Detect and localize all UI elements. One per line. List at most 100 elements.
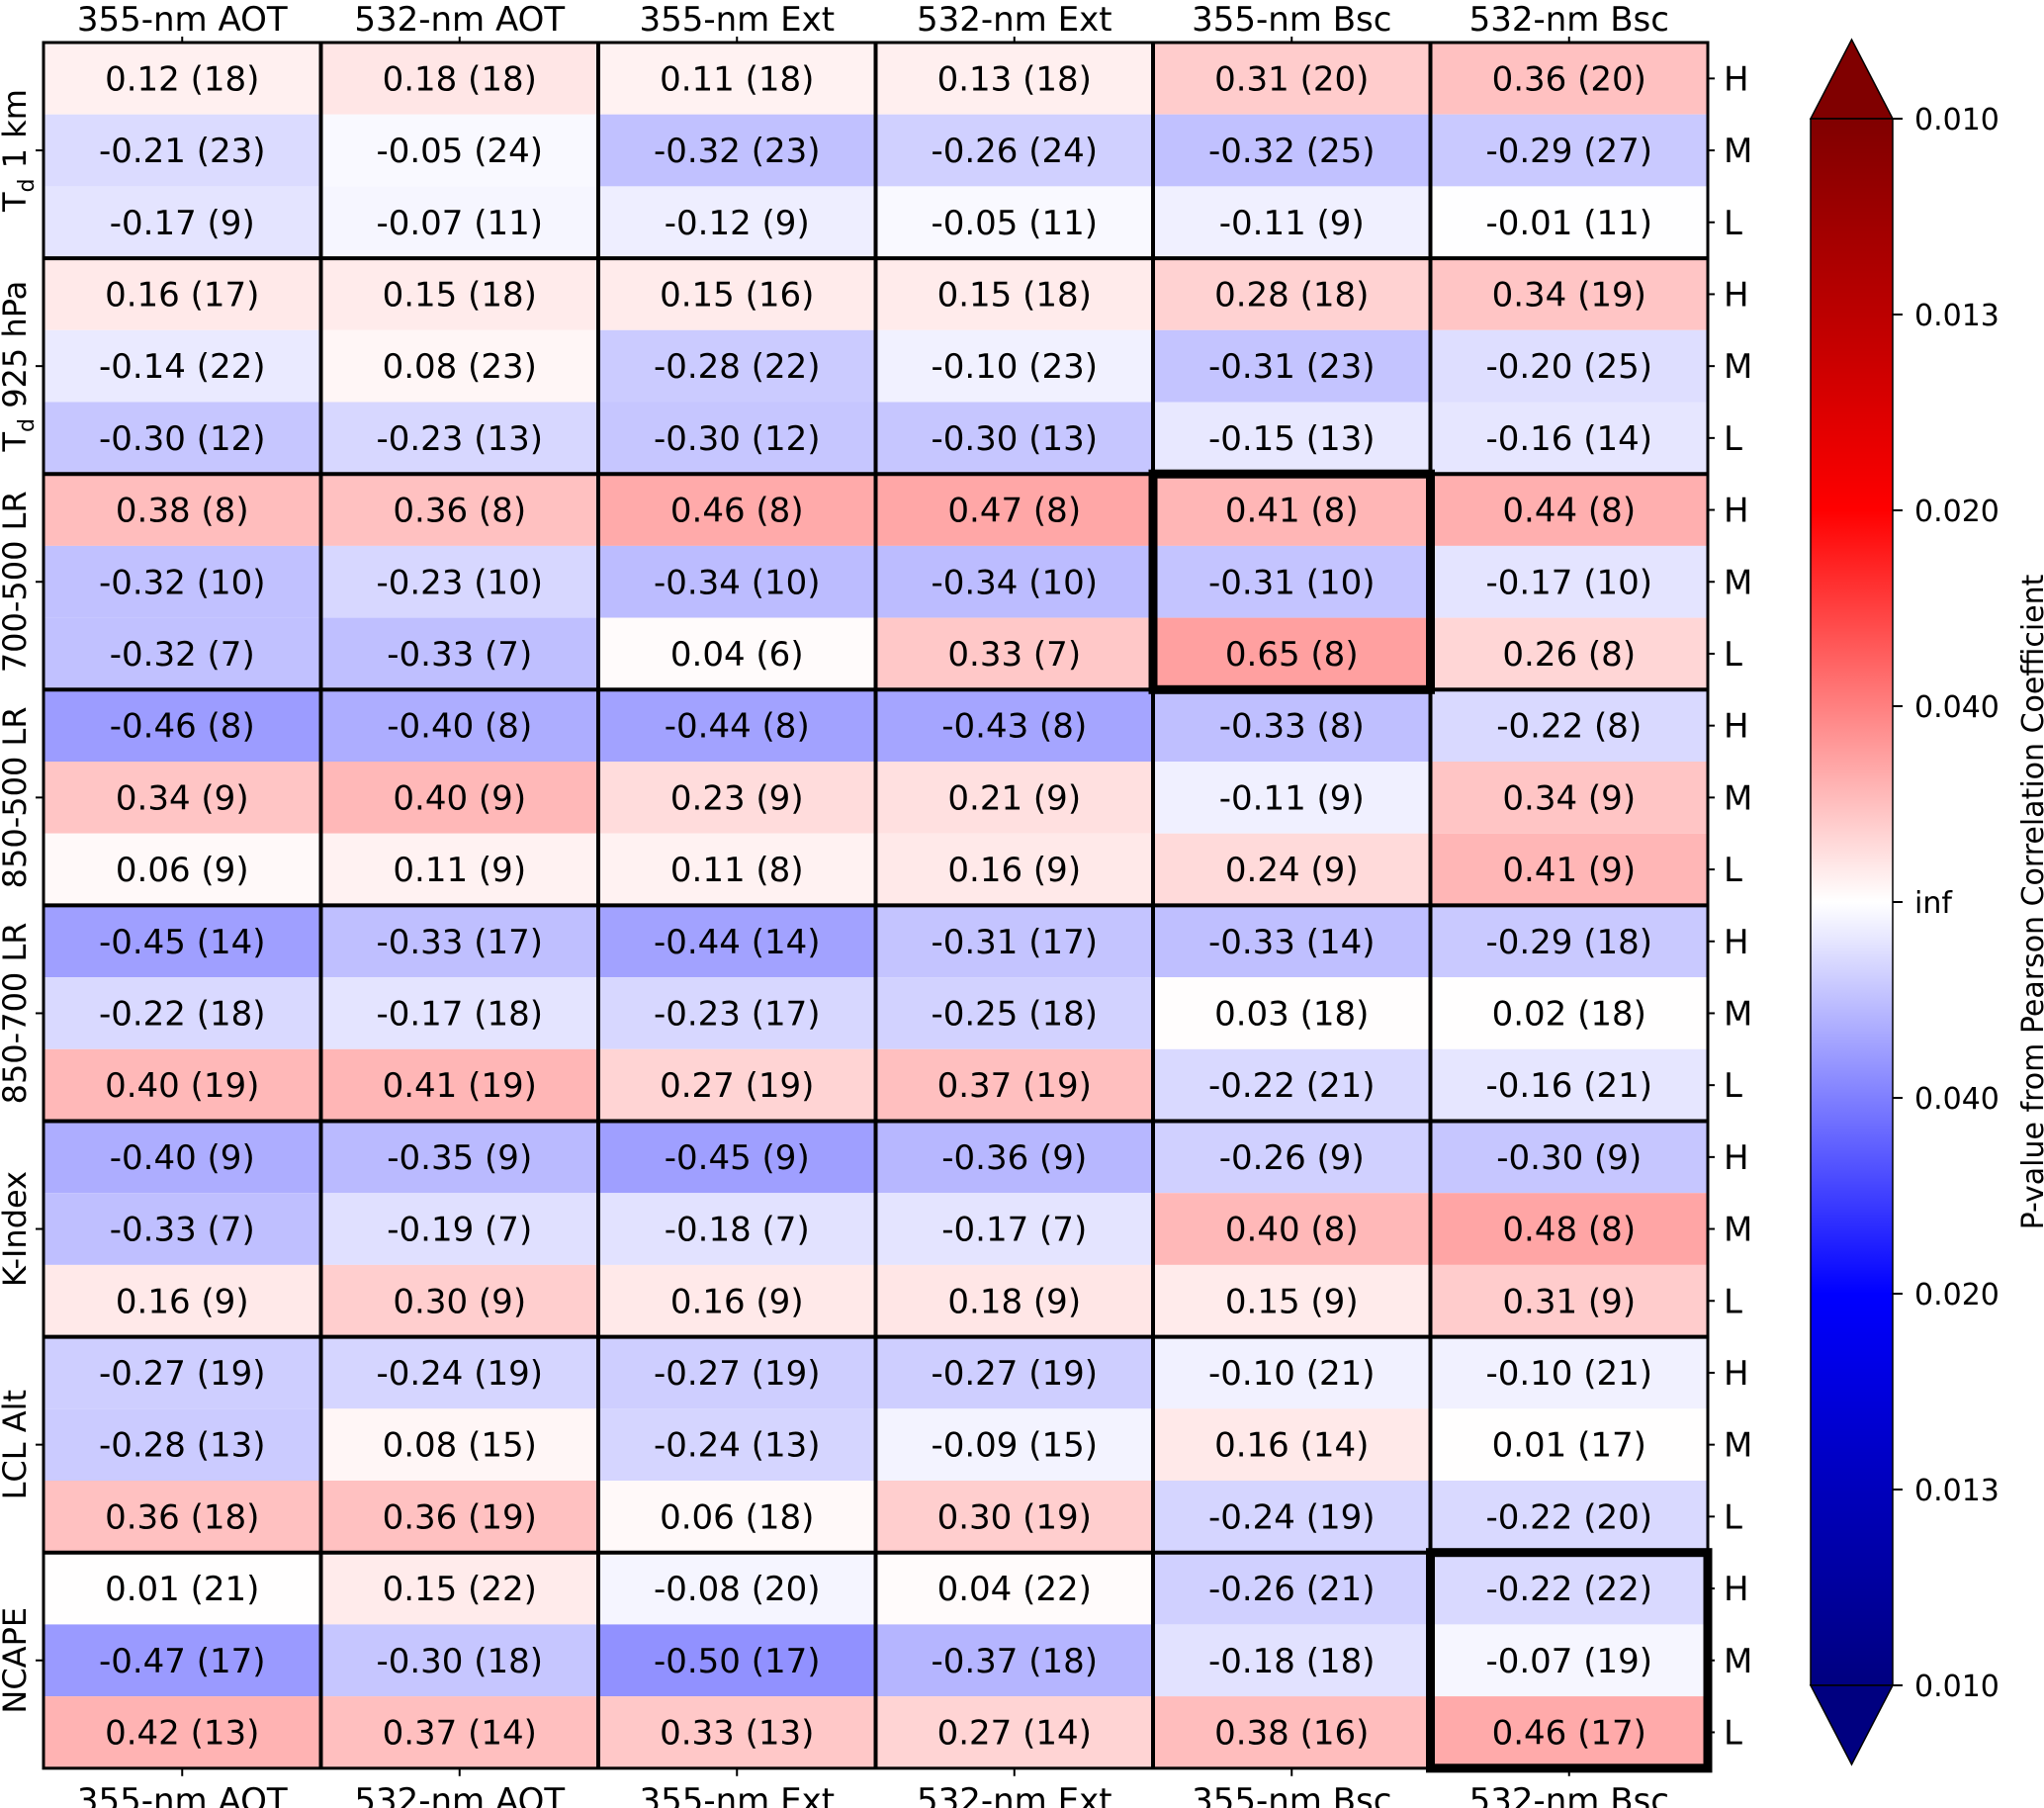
- heatmap-cell: [1153, 1121, 1431, 1194]
- heatmap-cell: [320, 1552, 598, 1625]
- row-label: L: [1724, 204, 1742, 243]
- heatmap-cell: [598, 1264, 876, 1337]
- heatmap-cell: [875, 1121, 1153, 1194]
- heatmap-cell: [1430, 545, 1708, 618]
- heatmap-cell: [1430, 474, 1708, 546]
- heatmap-cell: [1153, 402, 1431, 475]
- cell-value: -0.07 (11): [376, 204, 543, 243]
- cell-value: -0.09 (15): [931, 1426, 1098, 1466]
- cell-value: -0.16 (14): [1485, 419, 1652, 459]
- cell-value: 0.16 (9): [947, 851, 1081, 890]
- heatmap-cell: [598, 1481, 876, 1553]
- heatmap-cell: [875, 1481, 1153, 1553]
- cell-value: -0.33 (17): [376, 923, 543, 962]
- cell-value: -0.31 (17): [931, 923, 1098, 962]
- heatmap-cell: [598, 1408, 876, 1481]
- cell-value: -0.47 (17): [99, 1642, 266, 1681]
- row-label: H: [1724, 492, 1749, 531]
- cell-value: 0.08 (23): [383, 347, 537, 387]
- cell-value: 0.27 (19): [660, 1066, 814, 1106]
- cell-value: 0.36 (18): [105, 1497, 259, 1537]
- heatmap-cell: [320, 329, 598, 403]
- row-label: L: [1724, 1282, 1742, 1321]
- cell-value: 0.13 (18): [937, 59, 1092, 99]
- heatmap-cell: [1430, 1048, 1708, 1122]
- cell-value: -0.24 (19): [1208, 1497, 1376, 1537]
- row-label: L: [1724, 419, 1742, 459]
- heatmap-cell: [44, 258, 321, 330]
- row-label: H: [1724, 707, 1749, 747]
- cell-value: -0.23 (13): [376, 419, 543, 459]
- cell-value: -0.10 (21): [1485, 1354, 1652, 1394]
- heatmap-cell: [320, 1121, 598, 1194]
- cell-value: -0.40 (9): [110, 1138, 255, 1178]
- heatmap-cell: [1153, 545, 1431, 618]
- heatmap-cell: [320, 1264, 598, 1337]
- heatmap-cell: [1153, 329, 1431, 403]
- cell-value: -0.46 (8): [110, 707, 255, 747]
- cell-value: -0.17 (7): [941, 1211, 1087, 1250]
- heatmap-cell: [1153, 1264, 1431, 1337]
- cell-value: -0.01 (11): [1485, 204, 1652, 243]
- cell-value: -0.29 (18): [1485, 923, 1652, 962]
- heatmap-cell: [875, 474, 1153, 546]
- cell-value: -0.27 (19): [654, 1354, 821, 1394]
- cell-value: -0.43 (8): [941, 707, 1087, 747]
- heatmap-cell: [1430, 1481, 1708, 1553]
- heatmap-cell: [44, 1408, 321, 1481]
- group-label: 850-700 LR: [0, 922, 34, 1104]
- cell-value: -0.22 (20): [1485, 1497, 1652, 1537]
- heatmap-cell: [598, 186, 876, 259]
- group-label: NCAPE: [0, 1607, 34, 1714]
- colorbar-label: P-value from Pearson Correlation Coeffic…: [2016, 574, 2044, 1229]
- heatmap-cell: [320, 689, 598, 762]
- heatmap-cell: [1153, 1552, 1431, 1625]
- cell-value: -0.17 (9): [110, 204, 255, 243]
- cell-value: -0.24 (13): [654, 1426, 821, 1466]
- heatmap-cell: [1430, 258, 1708, 330]
- heatmap-cell: [1430, 762, 1708, 834]
- cell-value: 0.12 (18): [105, 59, 259, 99]
- cell-value: 0.04 (22): [937, 1570, 1092, 1609]
- row-label: M: [1724, 347, 1752, 387]
- column-label-top: 532-nm Ext: [917, 0, 1112, 40]
- heatmap-cell: [1430, 1408, 1708, 1481]
- cell-value: 0.38 (8): [116, 492, 249, 531]
- heatmap-cell: [875, 1193, 1153, 1265]
- cell-value: 0.03 (18): [1214, 994, 1369, 1034]
- cell-value: 0.65 (8): [1225, 635, 1359, 675]
- heatmap-cell: [875, 1264, 1153, 1337]
- heatmap-cell: [44, 689, 321, 762]
- heatmap-cell: [1430, 329, 1708, 403]
- heatmap-cell: [598, 762, 876, 834]
- heatmap-cell: [1430, 905, 1708, 978]
- cell-value: 0.40 (9): [393, 778, 526, 818]
- cell-value: -0.32 (23): [654, 132, 821, 171]
- heatmap-cell: [598, 833, 876, 906]
- heatmap-cell: [44, 402, 321, 475]
- row-label: H: [1724, 1570, 1749, 1609]
- heatmap-cell: [44, 114, 321, 187]
- cell-value: -0.30 (13): [931, 419, 1098, 459]
- heatmap-cell: [1153, 617, 1431, 690]
- cell-value: 0.41 (8): [1225, 492, 1359, 531]
- heatmap-cell: [1153, 1696, 1431, 1768]
- heatmap-cell: [598, 977, 876, 1049]
- cell-value: 0.28 (18): [1214, 275, 1369, 315]
- cell-value: 0.36 (8): [393, 492, 526, 531]
- cell-value: 0.31 (20): [1214, 59, 1369, 99]
- cell-value: -0.08 (20): [654, 1570, 821, 1609]
- heatmap-cell: [1430, 833, 1708, 906]
- group-label: 850-500 LR: [0, 706, 34, 888]
- heatmap-cell: [44, 43, 321, 115]
- heatmap-cell: [1153, 258, 1431, 330]
- heatmap-cell: [1430, 402, 1708, 475]
- cell-value: -0.22 (21): [1208, 1066, 1376, 1106]
- cell-value: -0.33 (8): [1219, 707, 1365, 747]
- heatmap-cell: [598, 689, 876, 762]
- cell-value: -0.36 (9): [941, 1138, 1087, 1178]
- group-label: LCL Alt: [0, 1390, 34, 1500]
- heatmap-cell: [320, 833, 598, 906]
- heatmap-cell: [598, 43, 876, 115]
- cell-value: -0.35 (9): [387, 1138, 532, 1178]
